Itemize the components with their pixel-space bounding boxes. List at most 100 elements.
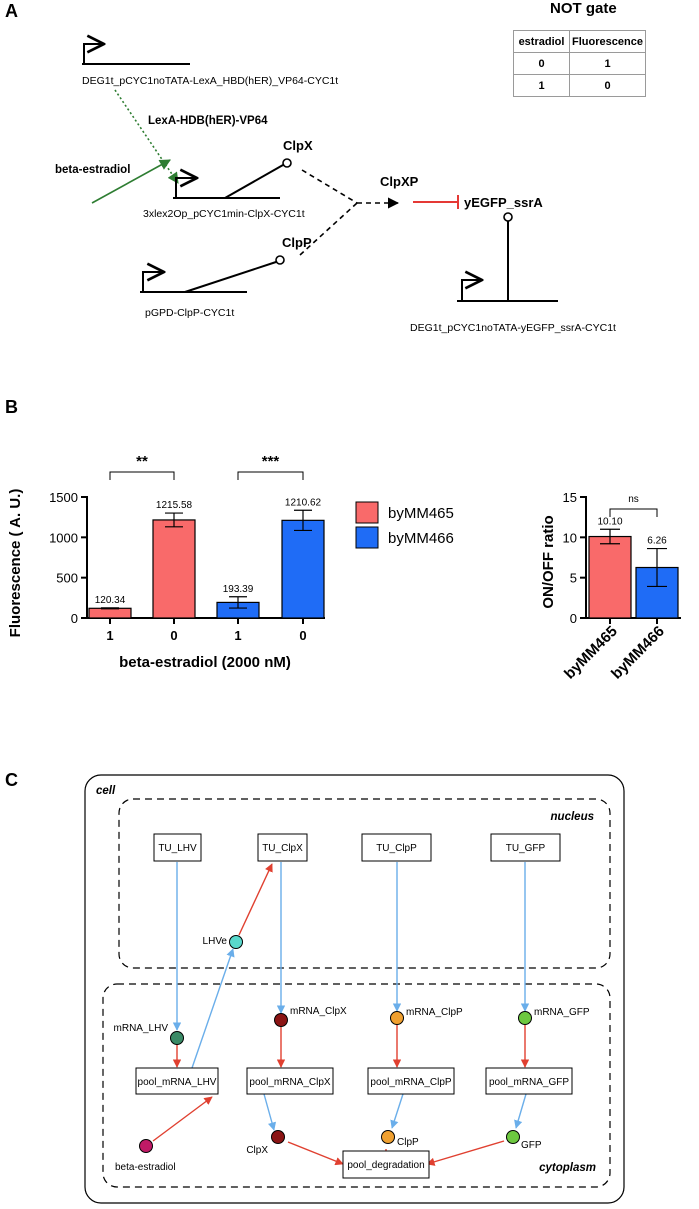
cell-label: cell: [96, 785, 116, 797]
truth-table: estradiol Fluorescence 0 1 1 0: [513, 30, 646, 97]
truth-header-fluorescence: Fluorescence: [569, 30, 646, 53]
edge-clpx-degradation: [287, 1141, 344, 1166]
clpp-gene-label: ClpP: [282, 235, 312, 250]
lhve-label: LHVe: [203, 936, 228, 947]
chart1-significance-label: ***: [262, 453, 280, 470]
edge-pool-gfp-protein: [514, 1093, 527, 1129]
node-clpp: ClpP: [381, 1130, 419, 1148]
chart2-significance-label: ns: [628, 494, 639, 505]
chart1-bar: [88, 607, 132, 619]
gfp-node-label: GFP: [521, 1140, 542, 1151]
chart2-significance-bracket: [609, 508, 658, 517]
chart2-y-tick-label: 10: [563, 530, 577, 545]
chart1-x-tick-label: 0: [299, 628, 306, 643]
chart1-x-tick-label: 1: [106, 628, 113, 643]
edge-beta-pool-lhv: [152, 1096, 213, 1142]
beta-estradiol-label: beta-estradiol: [55, 164, 130, 176]
ratio-chart: ON/OFF ratio 05101510.10byMM4656.26byMM4…: [540, 490, 681, 683]
chart1-data-label: 193.39: [223, 584, 254, 595]
chart1-y-tick-label: 1000: [49, 530, 78, 545]
chart1-y-tick-label: 0: [71, 611, 78, 626]
edge-lhve-tu-clpx: [238, 863, 273, 936]
tu-box-gfp: TU_GFP: [490, 833, 561, 862]
chart1-significance-label: **: [136, 453, 148, 470]
chart1-significance-bracket: [109, 471, 175, 480]
pool-box-clpp: pool_mRNA_ClpP: [367, 1067, 455, 1095]
chart1-data-label: 120.34: [95, 595, 126, 606]
chart1-data-label: 1210.62: [285, 497, 322, 508]
chart1-bar: [152, 519, 196, 619]
chart1-bar: [281, 519, 325, 619]
tu-lhv-label: TU_LHV: [158, 843, 197, 854]
nucleus-label: nucleus: [551, 811, 594, 823]
panel-label-c: C: [5, 770, 18, 790]
gfp-promoter: [457, 212, 558, 302]
tu-clpp-label: TU_ClpP: [376, 843, 417, 854]
edge-pool-clpp-protein: [390, 1093, 404, 1129]
clpx-promoter: [173, 158, 292, 199]
lexa-protein-label: LexA-HDB(hER)-VP64: [148, 115, 268, 127]
chart1-y-tick-label: 1500: [49, 490, 78, 505]
truth-header-estradiol: estradiol: [513, 30, 570, 53]
legend-label-bymm466: byMM466: [388, 530, 454, 547]
tu-box-clpp: TU_ClpP: [361, 833, 432, 862]
clpp-construct-label: pGPD-ClpP-CYC1t: [145, 307, 234, 319]
cell-compartment: [84, 774, 625, 1204]
not-gate-title: NOT gate: [550, 0, 617, 17]
node-mrna-clpp: mRNA_ClpP: [390, 1007, 463, 1025]
beta-estradiol-arrow: [91, 159, 171, 204]
chart2-data-label: 10.10: [597, 516, 622, 527]
node-gfp: GFP: [506, 1130, 542, 1151]
node-clpx: ClpX: [246, 1130, 285, 1156]
pool-box-degradation: pool_degradation: [342, 1150, 430, 1179]
edge-gfp-degradation: [426, 1140, 505, 1166]
lexa-expression-arrow: [114, 89, 179, 184]
mrna-clpp-label: mRNA_ClpP: [406, 1007, 463, 1018]
chart1-xlabel: beta-estradiol (2000 nM): [119, 654, 291, 671]
chart1-x-tick-label: 1: [234, 628, 241, 643]
pool-box-clpx: pool_mRNA_ClpX: [246, 1067, 334, 1095]
clpx-node-label: ClpX: [246, 1145, 268, 1156]
truth-cell: 1: [569, 52, 646, 75]
pool-box-lhv: pool_mRNA_LHV: [135, 1067, 219, 1095]
node-mrna-gfp: mRNA_GFP: [518, 1007, 590, 1025]
chart1-data-label: 1215.58: [156, 500, 193, 511]
node-beta-estradiol: beta-estradiol: [115, 1139, 176, 1173]
gfp-protein-label: yEGFP_ssrA: [464, 195, 543, 210]
tu-box-lhv: TU_LHV: [153, 833, 202, 862]
lexa-promoter: [82, 44, 190, 65]
chart2-y-tick-label: 0: [570, 611, 577, 626]
node-mrna-lhv: mRNA_LHV: [114, 1023, 184, 1045]
truth-row: 0 1: [513, 52, 646, 75]
chart2-data-label: 6.26: [647, 536, 667, 547]
nucleus-compartment: [118, 798, 611, 969]
mrna-clpx-label: mRNA_ClpX: [290, 1006, 347, 1017]
chart1-x-tick-label: 0: [170, 628, 177, 643]
edge-pool-clpx-protein: [263, 1093, 277, 1131]
node-lhve: LHVe: [203, 935, 243, 949]
panel-label-b: B: [5, 397, 18, 417]
clpp-promoter: [140, 255, 285, 293]
tu-gfp-label: TU_GFP: [506, 843, 546, 854]
tu-clpx-label: TU_ClpX: [262, 843, 303, 854]
tu-box-clpx: TU_ClpX: [257, 833, 308, 862]
clpxp-label: ClpXP: [380, 174, 419, 189]
beta-estradiol-node-label: beta-estradiol: [115, 1162, 176, 1173]
pool-box-gfp: pool_mRNA_GFP: [485, 1067, 573, 1095]
truth-cell: 0: [513, 52, 570, 75]
node-mrna-clpx: mRNA_ClpX: [274, 1006, 347, 1027]
edge-pool-lhv-lhve: [191, 948, 235, 1069]
chart2-y-tick-label: 15: [563, 490, 577, 505]
clpxp-assembly: [299, 169, 400, 256]
chart1-y-tick-label: 500: [56, 571, 78, 586]
legend: byMM465 byMM466: [355, 501, 454, 549]
chart2-bar: [588, 535, 632, 619]
pool-gfp-label: pool_mRNA_GFP: [489, 1077, 569, 1088]
chart1-significance-bracket: [237, 471, 304, 480]
panel-label-a: A: [5, 1, 18, 21]
lexa-construct-label: DEG1t_pCYC1noTATA-LexA_HBD(hER)_VP64-CYC…: [82, 75, 338, 87]
fluorescence-chart: Fluorescence ( A. U.) beta-estradiol (20…: [7, 453, 325, 671]
truth-table-header: estradiol Fluorescence: [513, 30, 646, 53]
pool-lhv-label: pool_mRNA_LHV: [138, 1077, 217, 1088]
